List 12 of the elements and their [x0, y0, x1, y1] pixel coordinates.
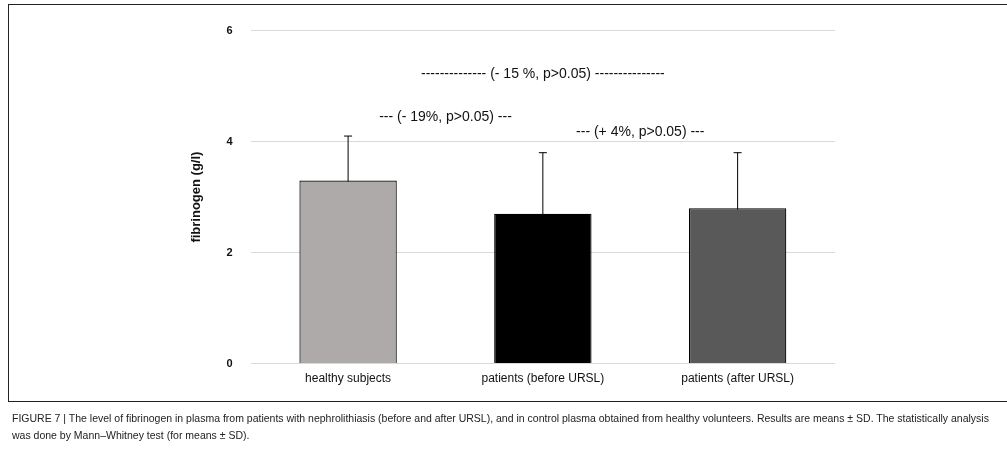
annotation: -------------- (- 15 %, p>0.05) --------------- — [420, 64, 666, 81]
y-tick-label: 0 — [226, 356, 233, 369]
annotation: --- (+ 4%, p>0.05) --- — [576, 123, 705, 140]
x-tick-label: healthy subjects — [305, 371, 392, 386]
x-tick-label: patients (before URSL) — [481, 371, 605, 386]
annotation: --- (- 19%, p>0.05) --- — [379, 108, 513, 125]
caption: FIGURE 7 | The level of fibrinogen in plasma from patients with nephrolithiasis (before and after URSL), and in control plasma obtained from healthy volunteers. Results are means ± SD. The statistically analysis was done by Mann–Whitney test (for means ± SD). — [12, 411, 990, 443]
y-tick-label: 6 — [226, 23, 233, 36]
y-axis-title: fibrinogen (g/l) — [188, 151, 204, 243]
y-tick-label: 4 — [226, 134, 234, 147]
y-tick-label: 2 — [226, 245, 233, 258]
x-tick-label: patients (after URSL) — [681, 371, 794, 386]
